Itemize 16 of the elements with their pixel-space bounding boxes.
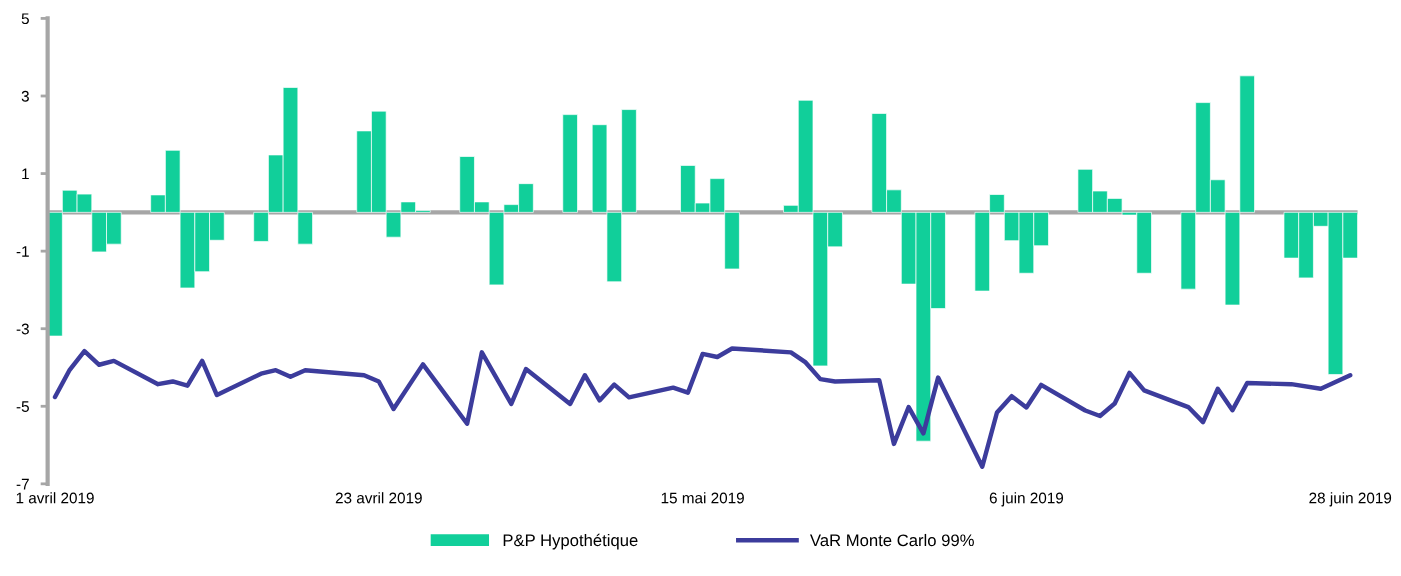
y-tick-label: -7: [16, 478, 29, 490]
x-tick-label: 28 juin 2019: [1309, 492, 1392, 507]
bar: [562, 114, 578, 213]
x-tick-label: 6 juin 2019: [989, 492, 1064, 507]
y-tick-label: 1: [22, 168, 29, 180]
line-series: [52, 346, 1353, 469]
x-tick-label: 15 mai 2019: [661, 492, 744, 504]
y-tick-label: 3: [21, 90, 29, 102]
y-tick-label: -3: [16, 323, 29, 335]
y-tick-label: 5: [21, 13, 29, 25]
x-tick-label: 1 avril 2019: [16, 492, 94, 504]
y-tick-label: -5: [16, 401, 29, 412]
x-tick-label: 23 avril 2019: [335, 492, 422, 504]
legend-label: P&P Hypothétique: [503, 533, 638, 550]
legend-label: VaR Monte Carlo 99%: [810, 533, 974, 547]
y-tick-label: -1: [16, 246, 29, 257]
